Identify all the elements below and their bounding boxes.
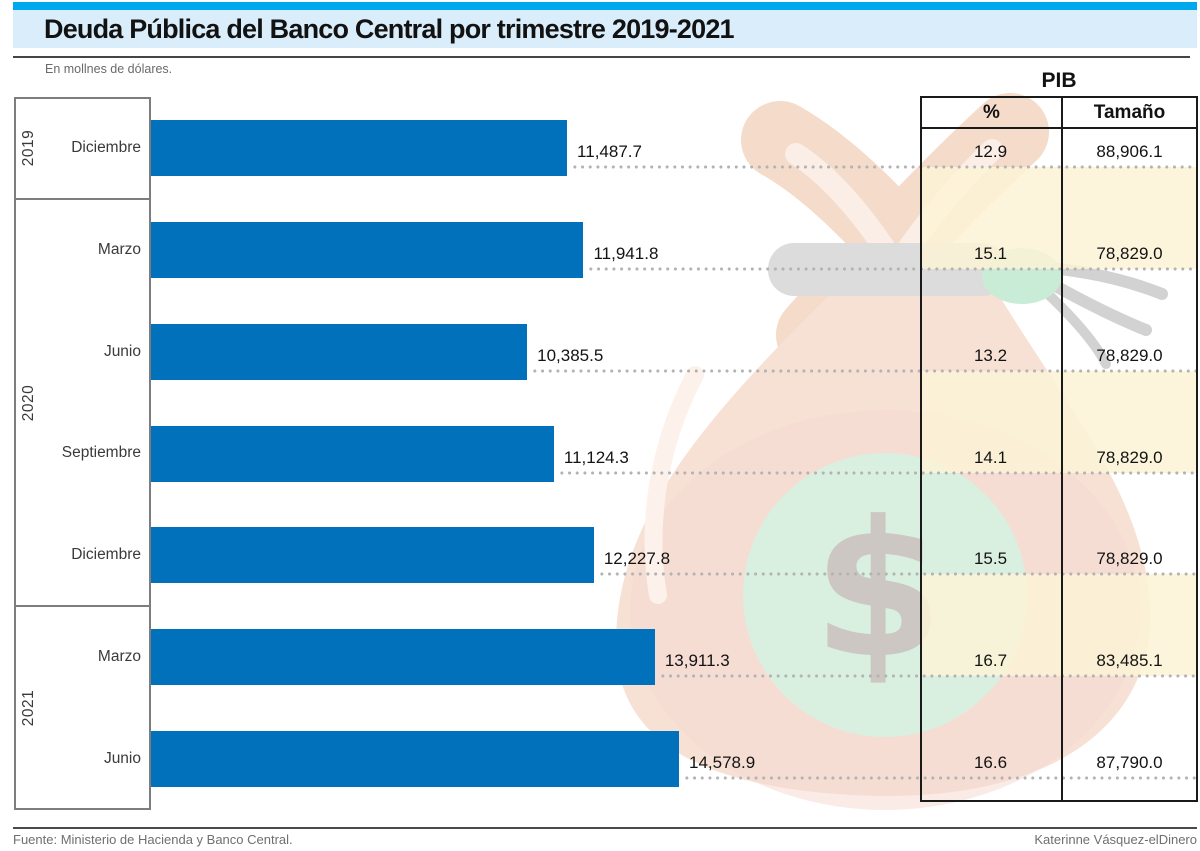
subtitle-rule: [13, 56, 1190, 58]
bag-body-highlight: [644, 366, 704, 604]
bar: [151, 731, 679, 788]
year-label-text: 2021: [20, 689, 38, 727]
bag-rope: [1046, 278, 1152, 336]
bag-rope: [1043, 289, 1111, 369]
cream-row-band: [922, 574, 1196, 677]
chart-subtitle: En mollnes de dólares.: [45, 62, 173, 76]
axis-label-box: [14, 97, 151, 810]
month-label: Septiembre: [61, 444, 141, 462]
bag-ear-highlight: [785, 143, 898, 263]
bar-value-label: 14,578.9: [689, 753, 756, 773]
month-label: Diciembre: [71, 546, 141, 564]
year-label: 2021: [16, 606, 42, 810]
bar: [151, 120, 568, 176]
year-divider: [14, 197, 151, 200]
bar: [151, 527, 594, 584]
month-label: Marzo: [97, 240, 141, 258]
cream-row-band: [922, 370, 1196, 473]
footer-credit: Katerinne Vásquez-elDinero: [1034, 832, 1197, 847]
bar: [151, 629, 655, 686]
month-label: Diciembre: [71, 138, 141, 156]
pib-cell-pct: 12.9: [973, 142, 1008, 161]
month-label: Junio: [103, 750, 141, 768]
pib-table-border: [920, 96, 1198, 802]
title-band: Deuda Pública del Banco Central por trim…: [13, 10, 1197, 48]
pib-cell-size: 78,829.0: [1096, 549, 1163, 569]
year-label: 2020: [16, 199, 42, 606]
pib-col-header-size: Tamaño: [1093, 102, 1166, 123]
dotted-leader-line: [557, 470, 1197, 475]
month-label: Junio: [103, 342, 141, 360]
cream-row-band: [922, 167, 1196, 269]
chart-title: Deuda Pública del Banco Central por trim…: [44, 13, 735, 44]
pib-cell-pct: 13.2: [973, 345, 1008, 365]
pib-cell-pct: 14.1: [973, 447, 1008, 467]
dotted-leader-line: [531, 368, 1197, 373]
pib-cell-size: 83,485.1: [1096, 651, 1163, 671]
pib-cell-pct: 15.5: [973, 549, 1008, 569]
pib-cell-pct: 15.1: [973, 243, 1008, 263]
dotted-leader-line: [587, 266, 1197, 271]
bar: [151, 425, 554, 482]
bar: [151, 323, 528, 380]
bar-value-label: 11,941.8: [593, 243, 659, 263]
bar: [151, 221, 584, 278]
year-label: 2019: [16, 97, 42, 199]
pib-cell-size: 78,829.0: [1096, 243, 1163, 263]
bar-value-label: 11,487.7: [577, 142, 642, 161]
bar-value-label: 11,124.3: [563, 447, 629, 467]
year-divider: [14, 605, 151, 608]
bar-value-label: 10,385.5: [537, 345, 604, 365]
dotted-leader-line: [597, 572, 1197, 577]
dotted-leader-line: [683, 776, 1197, 781]
pib-col-header-pct: %: [983, 102, 1000, 123]
year-label-text: 2020: [20, 384, 38, 421]
pib-cell-size: 78,829.0: [1096, 345, 1163, 365]
pib-cell-size: 88,906.1: [1096, 142, 1163, 161]
pib-cell-pct: 16.7: [973, 651, 1008, 671]
month-label: Marzo: [97, 648, 141, 666]
header-accent-bar: [13, 2, 1197, 10]
year-label-text: 2019: [20, 129, 38, 167]
bar-value-label: 12,227.8: [603, 549, 671, 569]
pib-cell-size: 78,829.0: [1096, 447, 1163, 467]
pib-table-title: PIB: [1041, 69, 1077, 92]
footer-source: Fuente: Ministerio de Hacienda y Banco C…: [13, 832, 293, 847]
pib-cell-pct: 16.6: [973, 753, 1008, 773]
footer-rule: [13, 827, 1197, 829]
pib-table-header-rule: [920, 127, 1198, 129]
dotted-leader-line: [658, 674, 1197, 679]
pib-cell-size: 87,790.0: [1096, 753, 1163, 773]
pib-table-column-divider: [1061, 96, 1063, 802]
dotted-leader-line: [571, 165, 1197, 169]
bar-value-label: 13,911.3: [664, 651, 730, 671]
